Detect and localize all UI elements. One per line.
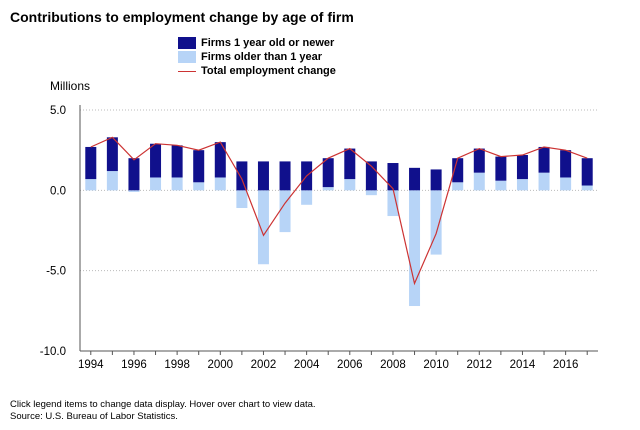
bar-new-firms bbox=[279, 161, 291, 191]
bar-new-firms bbox=[495, 156, 507, 181]
bar-old-firms bbox=[560, 177, 572, 191]
bar-new-firms bbox=[516, 154, 528, 180]
x-tick-label: 1998 bbox=[164, 359, 190, 371]
bar-old-firms bbox=[150, 177, 162, 191]
legend-label-old-firms: Firms older than 1 year bbox=[201, 51, 323, 63]
x-tick-label: 2016 bbox=[553, 359, 579, 371]
bar-old-firms bbox=[473, 172, 485, 191]
bar-new-firms bbox=[85, 146, 97, 180]
bar-new-firms bbox=[193, 150, 205, 183]
chart-title: Contributions to employment change by ag… bbox=[10, 9, 354, 25]
bar-old-firms bbox=[430, 190, 442, 255]
bar-old-firms bbox=[257, 190, 269, 265]
bar-new-firms bbox=[214, 142, 226, 178]
bar-new-firms bbox=[538, 146, 550, 173]
legend-label-total: Total employment change bbox=[201, 65, 336, 77]
bar-old-firms bbox=[452, 182, 464, 191]
x-tick-label: 2000 bbox=[207, 359, 233, 371]
y-tick-label: 5.0 bbox=[50, 105, 66, 117]
bar-old-firms bbox=[171, 177, 183, 191]
x-tick-label: 2002 bbox=[251, 359, 277, 371]
x-tick-label: 2010 bbox=[423, 359, 449, 371]
bar-new-firms bbox=[560, 150, 572, 178]
legend-item-old-firms[interactable]: Firms older than 1 year bbox=[178, 50, 336, 64]
bar-old-firms bbox=[322, 187, 334, 191]
bar-old-firms bbox=[214, 177, 226, 191]
bar-new-firms bbox=[128, 158, 140, 191]
legend-item-new-firms[interactable]: Firms 1 year old or newer bbox=[178, 36, 336, 50]
bar-new-firms bbox=[452, 158, 464, 183]
bar-new-firms bbox=[106, 137, 118, 172]
bar-new-firms bbox=[387, 163, 399, 191]
legend: Firms 1 year old or newer Firms older th… bbox=[178, 36, 336, 78]
x-tick-label: 2008 bbox=[380, 359, 406, 371]
y-tick-label: 0.0 bbox=[50, 185, 66, 197]
bar-new-firms bbox=[257, 161, 269, 191]
x-tick-label: 2004 bbox=[294, 359, 320, 371]
footnote: Click legend items to change data displa… bbox=[10, 399, 316, 422]
x-tick-label: 1996 bbox=[121, 359, 147, 371]
x-tick-label: 2014 bbox=[510, 359, 536, 371]
bar-old-firms bbox=[236, 190, 248, 209]
bar-new-firms bbox=[171, 145, 183, 178]
bar-old-firms bbox=[301, 190, 313, 205]
y-tick-label: -5.0 bbox=[46, 266, 66, 278]
x-tick-label: 2006 bbox=[337, 359, 363, 371]
bar-old-firms bbox=[85, 179, 97, 191]
bar-old-firms bbox=[128, 190, 140, 192]
bar-new-firms bbox=[473, 148, 485, 173]
y-axis-label: Millions bbox=[50, 79, 91, 93]
bar-old-firms bbox=[409, 190, 421, 307]
bar-new-firms bbox=[344, 148, 356, 180]
bar-old-firms bbox=[581, 185, 593, 191]
footnote-source: Source: U.S. Bureau of Labor Statistics. bbox=[10, 410, 178, 422]
bar-old-firms bbox=[279, 190, 291, 233]
line-total-employment bbox=[90, 136, 588, 286]
bar-old-firms bbox=[387, 190, 399, 217]
bar-old-firms bbox=[344, 179, 356, 191]
x-tick-label: 1994 bbox=[78, 359, 104, 371]
bar-new-firms bbox=[365, 161, 377, 191]
bar-old-firms bbox=[516, 179, 528, 191]
y-tick-label: -10.0 bbox=[40, 346, 66, 358]
bar-old-firms bbox=[365, 190, 377, 196]
legend-swatch-old-firms bbox=[178, 51, 196, 63]
legend-swatch-total bbox=[178, 70, 196, 72]
x-tick-label: 2012 bbox=[466, 359, 492, 371]
legend-item-total[interactable]: Total employment change bbox=[178, 64, 336, 78]
bar-new-firms bbox=[581, 158, 593, 186]
footnote-instructions: Click legend items to change data displa… bbox=[10, 399, 316, 410]
bar-new-firms bbox=[236, 161, 248, 191]
legend-swatch-new-firms bbox=[178, 37, 196, 49]
bar-new-firms bbox=[150, 143, 162, 178]
bar-old-firms bbox=[193, 182, 205, 191]
bar-old-firms bbox=[106, 171, 118, 191]
bar-new-firms bbox=[430, 169, 442, 191]
bar-new-firms bbox=[409, 167, 421, 191]
bar-new-firms bbox=[322, 158, 334, 188]
bar-old-firms bbox=[495, 180, 507, 191]
legend-label-new-firms: Firms 1 year old or newer bbox=[201, 37, 335, 49]
bar-old-firms bbox=[538, 172, 550, 191]
